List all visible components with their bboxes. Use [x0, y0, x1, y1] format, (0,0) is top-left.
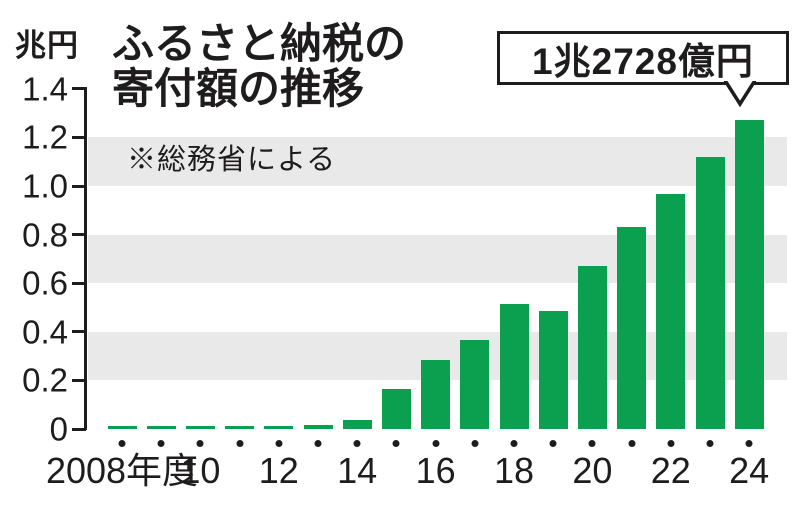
- chart-title-line2: 寄付額の推移: [112, 64, 365, 112]
- y-tick-label: 0: [49, 410, 68, 448]
- y-axis-tick: [72, 135, 86, 139]
- x-axis-dot: [706, 440, 714, 447]
- y-tick-label: 1.4: [22, 70, 68, 108]
- x-axis-dot: [510, 440, 518, 447]
- x-tick-label: 18: [493, 450, 535, 491]
- x-axis-dot: [588, 440, 596, 447]
- bar-2024: [734, 120, 764, 429]
- bar-2023: [695, 157, 725, 429]
- bar-2011: [225, 426, 255, 429]
- value-callout-text: 1兆2728億円: [532, 41, 754, 82]
- y-axis-tick: [72, 184, 86, 188]
- x-axis-dot: [549, 440, 557, 447]
- bar-2012: [264, 426, 294, 429]
- y-axis-tick: [72, 281, 86, 285]
- x-tick-label: 12: [258, 450, 299, 491]
- chart-title-line1: ふるさと納税の: [112, 20, 407, 67]
- bar-2017: [460, 340, 490, 429]
- chart-title: ふるさと納税の 寄付額の推移: [112, 20, 407, 112]
- y-axis-tick: [72, 330, 86, 334]
- bar-2016: [421, 360, 451, 429]
- x-axis-dot: [745, 440, 753, 447]
- x-axis-dot: [392, 440, 400, 447]
- bar-2020: [577, 266, 607, 429]
- x-tick-label: 20: [572, 450, 613, 491]
- bar-2010: [185, 426, 215, 429]
- bar-2018: [499, 304, 529, 429]
- callout-pointer-icon: [723, 81, 757, 108]
- y-tick-label: 0.2: [22, 361, 68, 399]
- bar-2014: [342, 420, 372, 429]
- y-axis-tick: [72, 233, 86, 237]
- x-axis-dot: [432, 440, 440, 447]
- x-tick-label: 10: [180, 450, 221, 491]
- x-tick-label: 2008年度: [45, 450, 199, 491]
- x-axis-dot: [196, 440, 204, 447]
- bar-2009: [146, 426, 176, 429]
- y-tick-label: 0.8: [22, 216, 68, 254]
- bar-2015: [381, 389, 411, 429]
- y-axis-unit-label: 兆円: [15, 28, 79, 63]
- grid-band: [88, 137, 787, 186]
- y-axis-tick: [72, 427, 86, 431]
- value-callout: 1兆2728億円: [497, 31, 789, 85]
- x-axis-dot: [236, 440, 244, 447]
- bar-2019: [538, 311, 568, 429]
- x-tick-label: 24: [729, 450, 770, 491]
- y-axis-line: [84, 87, 87, 431]
- y-tick-label: 1.0: [22, 167, 68, 205]
- x-axis-dot: [118, 440, 126, 447]
- bar-2022: [656, 194, 686, 429]
- y-axis-tick: [72, 378, 86, 382]
- bar-2013: [303, 425, 333, 429]
- x-axis-dot: [157, 440, 165, 447]
- bar-2021: [617, 227, 647, 429]
- x-axis-dot: [667, 440, 675, 447]
- x-tick-label: 14: [337, 450, 378, 491]
- x-axis-dot: [353, 440, 361, 447]
- x-axis-dot: [314, 440, 322, 447]
- source-note: ※総務省による: [127, 144, 337, 176]
- y-axis-tick: [72, 87, 86, 91]
- x-axis-dot: [275, 440, 283, 447]
- x-axis-dot: [471, 440, 479, 447]
- y-tick-label: 1.2: [22, 118, 68, 156]
- x-tick-label: 16: [415, 450, 456, 491]
- bar-2008: [107, 426, 137, 429]
- x-tick-label: 22: [650, 450, 691, 491]
- x-axis-dot: [628, 440, 636, 447]
- y-tick-label: 0.4: [22, 313, 68, 351]
- y-tick-label: 0.6: [22, 264, 68, 302]
